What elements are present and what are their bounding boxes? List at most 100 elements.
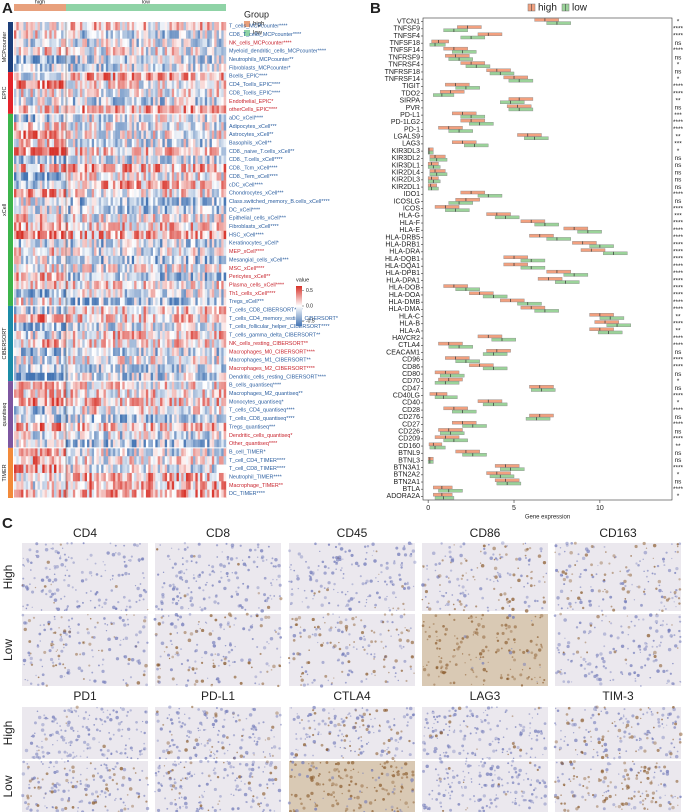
heatmap-cell xyxy=(171,439,175,449)
heatmap-cell xyxy=(84,422,88,432)
heatmap-cell xyxy=(30,97,34,106)
heatmap-cell xyxy=(223,372,227,382)
heatmap-cell xyxy=(145,406,149,415)
heatmap-cell xyxy=(174,214,177,223)
heatmap-cell xyxy=(37,397,41,407)
heatmap-cell xyxy=(75,130,78,140)
heatmap-cell xyxy=(120,30,123,39)
heatmap-cell xyxy=(49,97,52,106)
heatmap-cell xyxy=(75,214,78,223)
heatmap-cell xyxy=(167,180,170,190)
heatmap-cell xyxy=(23,80,26,90)
heatmap-cell xyxy=(197,389,201,398)
heatmap-cell xyxy=(37,314,41,323)
heatmap-cell xyxy=(183,122,187,131)
heatmap-cell xyxy=(68,105,71,115)
heatmap-cell xyxy=(87,330,90,340)
heatmap-cell xyxy=(65,38,69,48)
heatmap-cell xyxy=(160,347,163,357)
heatmap-cell xyxy=(211,172,215,181)
heatmap-cell xyxy=(204,330,208,340)
heatmap-cell xyxy=(110,439,114,449)
heatmap-cell xyxy=(110,431,114,440)
heatmap-cell xyxy=(127,464,130,474)
heatmap-cell xyxy=(174,264,177,273)
heatmap-cell xyxy=(136,97,140,106)
heatmap-cell xyxy=(98,205,102,215)
heatmap-cell xyxy=(16,297,19,307)
heatmap-cell xyxy=(105,414,109,424)
heatmap-cell xyxy=(105,314,109,323)
heatmap-cell xyxy=(115,22,118,31)
heatmap-cell xyxy=(110,189,114,198)
heatmap-cell xyxy=(200,289,203,298)
heatmap-cell xyxy=(51,63,55,73)
heatmap-cell xyxy=(89,172,92,181)
heatmap-cell xyxy=(211,264,215,273)
heatmap-cell xyxy=(82,381,85,390)
heatmap-cell xyxy=(214,38,217,48)
heatmap-cell xyxy=(204,122,208,131)
heatmap-cell xyxy=(117,447,121,457)
heatmap-cell xyxy=(21,255,24,265)
heatmap-cell xyxy=(54,439,57,449)
heatmap-cell xyxy=(108,456,111,465)
heatmap-cell xyxy=(75,97,78,106)
heatmap-cell xyxy=(39,389,43,398)
group-bar xyxy=(66,4,226,11)
heatmap-cell xyxy=(152,356,156,365)
heatmap-cell xyxy=(183,138,187,148)
heatmap-cell xyxy=(16,431,19,440)
heatmap-cell xyxy=(181,163,184,173)
heatmap-cell xyxy=(181,289,184,298)
heatmap-cell xyxy=(28,247,31,257)
heatmap-cell xyxy=(68,314,71,323)
heatmap-cell xyxy=(160,130,163,140)
heatmap-cell xyxy=(112,163,116,173)
heatmap-cell xyxy=(87,205,90,215)
heatmap-cell xyxy=(200,222,203,231)
heatmap-cell xyxy=(89,105,92,115)
heatmap-cell xyxy=(25,339,29,348)
heatmap-cell xyxy=(188,155,191,165)
heatmap-cell xyxy=(25,138,29,148)
heatmap-cell xyxy=(42,330,45,340)
heatmap-cell xyxy=(183,431,187,440)
heatmap-cell xyxy=(131,47,135,56)
heatmap-cell xyxy=(127,422,130,432)
heatmap-cell xyxy=(77,272,81,282)
heatmap-cell xyxy=(14,88,17,98)
heatmap-cell xyxy=(216,431,220,440)
heatmap-cell xyxy=(221,97,224,106)
heatmap-cell xyxy=(164,230,168,240)
heatmap-cell xyxy=(160,55,163,64)
heatmap-cell xyxy=(120,305,123,315)
heatmap-cell xyxy=(72,330,76,340)
heatmap-cell xyxy=(65,205,69,215)
heatmap-cell xyxy=(49,55,52,64)
heatmap-cell xyxy=(155,381,158,390)
heatmap-cell xyxy=(150,147,154,156)
heatmap-cell xyxy=(30,406,34,415)
heatmap-cell xyxy=(105,364,109,373)
heatmap-cell xyxy=(21,272,24,282)
heatmap-cell xyxy=(152,397,156,407)
heatmap-cell xyxy=(188,205,191,215)
heatmap-cell xyxy=(169,88,173,98)
heatmap-cell xyxy=(32,389,36,398)
heatmap-cell xyxy=(96,414,99,424)
heatmap-cell xyxy=(63,189,67,198)
heatmap-cell xyxy=(91,364,95,373)
heatmap-cell xyxy=(56,138,59,148)
heatmap-cell xyxy=(58,38,62,48)
heatmap-cell xyxy=(110,472,114,482)
heatmap-cell xyxy=(167,372,170,382)
heatmap-cell xyxy=(82,205,85,215)
heatmap-cell xyxy=(188,105,191,115)
heatmap-cell xyxy=(185,289,189,298)
heatmap-cell xyxy=(94,372,97,382)
heatmap-cell xyxy=(200,381,203,390)
heatmap-cell xyxy=(185,214,189,223)
heatmap-cell xyxy=(204,189,208,198)
heatmap-cell xyxy=(204,163,208,173)
